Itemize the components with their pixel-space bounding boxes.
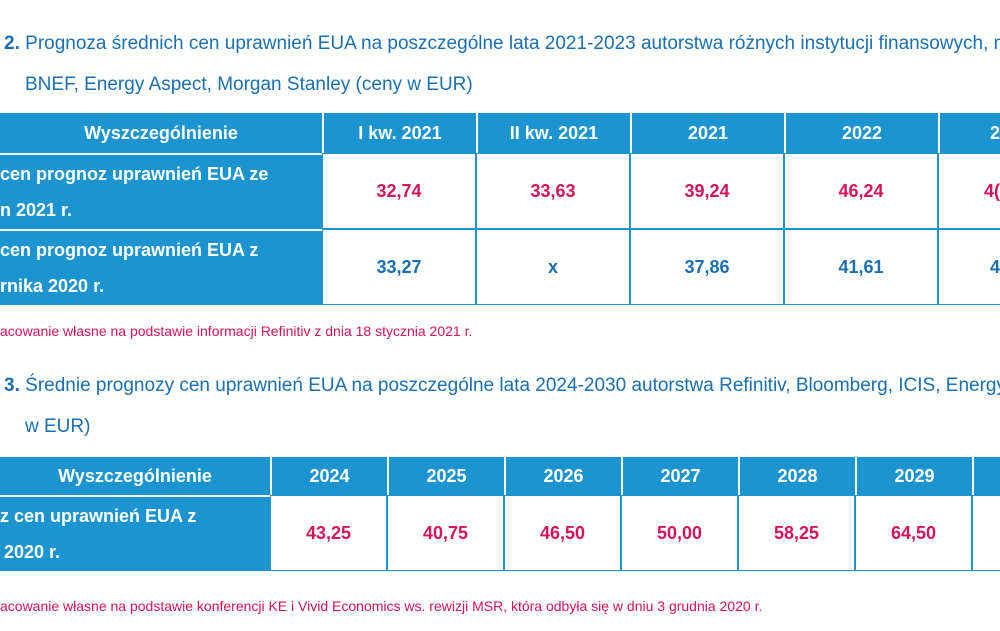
table3-header-2027: 2027: [621, 457, 738, 495]
table2-row2-label: cen prognoz uprawnień EUA z rnika 2020 r…: [0, 229, 322, 305]
table2-row1-value: 32,74: [322, 153, 476, 229]
table2-row2-value: 41,61: [784, 229, 938, 305]
table2-caption-number: 2.: [4, 33, 20, 54]
table2-source: acowanie własne na podstawie informacji …: [0, 323, 473, 339]
table2-caption-line1: Prognoza średnich cen uprawnień EUA na p…: [25, 33, 1000, 54]
table2-header-2023: 2: [938, 113, 1000, 153]
table3-caption-line2: w EUR): [25, 416, 91, 437]
table3-row1-value: 43,25: [270, 495, 387, 571]
table2-caption-line2: BNEF, Energy Aspect, Morgan Stanley (cen…: [25, 74, 473, 95]
table2-row1-label-line1: cen prognoz uprawnień EUA ze: [0, 164, 269, 184]
table3-header-label: Wyszczególnienie: [0, 457, 270, 495]
table2-header-label: Wyszczególnienie: [0, 113, 322, 153]
table2-row1-label-line2: n 2021 r.: [0, 200, 73, 220]
table3-caption-number: 3.: [4, 375, 20, 396]
table2-row1-value: 4(: [938, 153, 1000, 229]
table2-header-2022: 2022: [784, 113, 938, 153]
table3-row1-label-line1: z cen uprawnień EUA z: [0, 506, 197, 526]
table3-caption: 3. Średnie prognozy cen uprawnień EUA na…: [0, 365, 1000, 447]
table3-row1-label: z cen uprawnień EUA z 2020 r.: [0, 495, 270, 571]
table3-row1-value: 58,25: [738, 495, 855, 571]
table2-row2-value: 4: [938, 229, 1000, 305]
table2-row1-value: 33,63: [476, 153, 630, 229]
table2-row1-value: 46,24: [784, 153, 938, 229]
table2-row1-label: cen prognoz uprawnień EUA ze n 2021 r.: [0, 153, 322, 229]
table2-row2-label-line2: rnika 2020 r.: [0, 276, 105, 296]
table3-header-2028: 2028: [738, 457, 855, 495]
table3-header-2024: 2024: [270, 457, 387, 495]
table3: Wyszczególnienie 2024 2025 2026 2027 202…: [0, 457, 1000, 571]
table3-header-2025: 2025: [387, 457, 504, 495]
table3-row1-label-line2: 2020 r.: [4, 542, 61, 562]
table3-row1-value: 46,50: [504, 495, 621, 571]
table2-row1-value: 39,24: [630, 153, 784, 229]
table3-source: acowanie własne na podstawie konferencji…: [0, 598, 763, 614]
table3-header-2029: 2029: [855, 457, 972, 495]
table2: Wyszczególnienie I kw. 2021 II kw. 2021 …: [0, 113, 1000, 305]
table2-row2-value: x: [476, 229, 630, 305]
table2-row2-value: 37,86: [630, 229, 784, 305]
table2-row2-value: 33,27: [322, 229, 476, 305]
table2-header-q2-2021: II kw. 2021: [476, 113, 630, 153]
table3-row1-value: 50,00: [621, 495, 738, 571]
table3-row1-value: 64,50: [855, 495, 972, 571]
table3-header-2030: [972, 457, 1000, 495]
table3-header-2026: 2026: [504, 457, 621, 495]
table2-header-2021: 2021: [630, 113, 784, 153]
table2-header-q1-2021: I kw. 2021: [322, 113, 476, 153]
table3-row1-value: [972, 495, 1000, 571]
table3-row1-value: 40,75: [387, 495, 504, 571]
table2-caption: 2. Prognoza średnich cen uprawnień EUA n…: [0, 23, 1000, 105]
table2-row2-label-line1: cen prognoz uprawnień EUA z: [0, 240, 259, 260]
table3-caption-line1: Średnie prognozy cen uprawnień EUA na po…: [25, 375, 1000, 396]
